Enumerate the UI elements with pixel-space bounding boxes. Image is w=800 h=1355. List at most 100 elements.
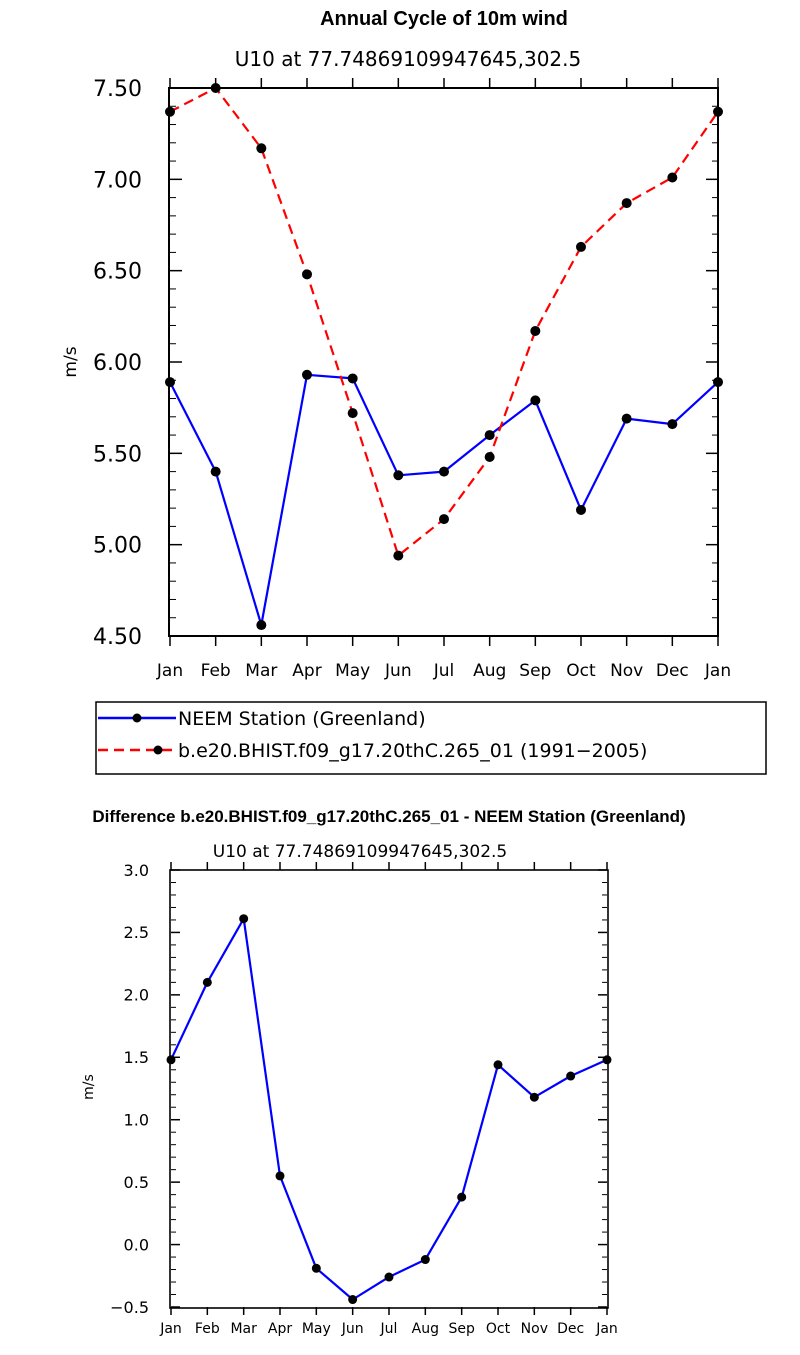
x-tick-label: Apr — [292, 661, 321, 681]
series-0-point — [576, 504, 586, 515]
series-0-point — [667, 419, 678, 430]
series-1-point — [484, 451, 495, 462]
series-1-point — [302, 269, 312, 280]
chart1-y-tick-labels: 4.50 5.00 5.50 6.00 6.50 7.00 7.50 — [93, 77, 142, 650]
y-tick-label: 4.50 — [93, 625, 142, 650]
series-1-point — [393, 550, 404, 561]
chart2-subtitle: U10 at 77.74869109947645,302.5 — [213, 842, 508, 862]
series-0-point — [210, 466, 221, 477]
y-tick-label: 7.50 — [93, 77, 142, 102]
x-tick-label: Jan — [159, 1321, 182, 1337]
y-tick-label: 5.00 — [93, 534, 142, 559]
y-tick-label: 6.50 — [93, 260, 142, 285]
y-tick-label: 3.0 — [124, 861, 149, 880]
y-tick-label: 5.50 — [93, 442, 142, 467]
x-tick-label: Jun — [384, 661, 412, 681]
y-tick-label: 0.0 — [124, 1235, 149, 1254]
x-tick-label: Aug — [473, 661, 506, 681]
x-tick-label: Jan — [595, 1321, 618, 1337]
series-1-point — [621, 198, 632, 209]
y-tick-label: 1.5 — [124, 1048, 149, 1067]
x-tick-label: Nov — [521, 1321, 548, 1337]
y-tick-label: 6.00 — [93, 351, 142, 376]
y-tick-label: 0.5 — [124, 1173, 149, 1192]
y-tick-label: 1.0 — [124, 1110, 149, 1129]
series-0-point — [166, 1055, 176, 1065]
x-tick-label: May — [302, 1321, 331, 1337]
series-1-point — [256, 143, 267, 154]
x-tick-label: Oct — [486, 1321, 511, 1337]
series-0-point — [602, 1055, 612, 1065]
series-0-point — [384, 1272, 394, 1282]
x-tick-label: Jul — [433, 661, 455, 681]
x-tick-label: Dec — [656, 661, 689, 681]
series-0-point — [457, 1192, 467, 1202]
y-tick-label: 2.0 — [124, 986, 149, 1005]
x-tick-label: Dec — [557, 1321, 584, 1337]
y-tick-label: 2.5 — [124, 923, 149, 942]
series-0-point — [302, 369, 312, 380]
legend-box — [95, 701, 767, 775]
series-0-point — [256, 620, 267, 631]
series-0-point — [202, 977, 212, 987]
x-tick-label: Aug — [412, 1321, 439, 1337]
series-line-1 — [169, 86, 719, 557]
series-0-point — [530, 395, 541, 406]
series-0-point — [529, 1092, 539, 1102]
series-0-point — [311, 1263, 321, 1273]
x-tick-label: Sep — [448, 1321, 475, 1337]
annual-cycle-chart: Annual Cycle of 10m wind U10 at 77.74869… — [61, 8, 731, 681]
x-tick-label: Oct — [566, 661, 596, 681]
series-0-point — [439, 466, 449, 477]
x-tick-label: Apr — [268, 1321, 292, 1337]
series-1-point — [667, 172, 678, 183]
series-0-point — [347, 373, 358, 384]
x-tick-label: Jun — [341, 1321, 364, 1337]
legend-marker-model — [153, 745, 163, 755]
series-1-point — [347, 408, 358, 419]
series-0-point — [566, 1071, 576, 1081]
chart2-x-tick-labels: Jan Feb Mar Apr May Jun Jul Aug Sep Oct Nov Dec Jan — [159, 1321, 618, 1337]
chart2-y-tick-labels: −0.5 0.0 0.5 1.0 1.5 2.0 2.5 3.0 — [110, 861, 149, 1317]
chart1-series — [165, 83, 723, 631]
series-0-point — [493, 1060, 503, 1070]
series-0-point — [239, 914, 249, 924]
x-tick-label: Jan — [156, 661, 183, 681]
x-tick-label: Jan — [704, 661, 731, 681]
y-tick-label: −0.5 — [110, 1298, 149, 1317]
chart2-title: Difference b.e20.BHIST.f09_g17.20thC.265… — [92, 807, 685, 826]
chart2-ylabel: m/s — [81, 1074, 97, 1100]
series-0-point — [393, 470, 404, 481]
chart1-ticks — [169, 78, 719, 646]
chart2-series — [166, 914, 612, 1305]
chart2-frame — [169, 869, 609, 1309]
x-tick-label: Feb — [195, 1321, 220, 1337]
x-tick-label: Sep — [519, 661, 551, 681]
series-0-point — [621, 413, 632, 424]
series-1-point — [530, 325, 541, 336]
series-line-0 — [170, 917, 608, 1301]
legend: NEEM Station (Greenland) b.e20.BHIST.f09… — [95, 701, 767, 775]
y-tick-label: 7.00 — [93, 168, 142, 193]
x-tick-label: Mar — [230, 1321, 257, 1337]
difference-chart: Difference b.e20.BHIST.f09_g17.20thC.265… — [81, 807, 686, 1337]
x-tick-label: Jul — [380, 1321, 398, 1337]
series-0-point — [420, 1255, 430, 1265]
legend-label-neem: NEEM Station (Greenland) — [178, 708, 426, 730]
series-1-point — [439, 514, 449, 525]
chart1-frame — [168, 87, 719, 637]
x-tick-label: Feb — [201, 661, 231, 681]
x-tick-label: May — [335, 661, 370, 681]
chart1-ylabel: m/s — [61, 346, 81, 377]
legend-marker-neem — [132, 713, 142, 723]
chart1-title: Annual Cycle of 10m wind — [320, 8, 568, 30]
x-tick-label: Mar — [245, 661, 277, 681]
chart1-x-tick-labels: Jan Feb Mar Apr May Jun Jul Aug Sep Oct Nov Dec Jan — [156, 661, 731, 681]
series-0-point — [484, 430, 495, 441]
series-0-point — [275, 1171, 285, 1181]
chart1-subtitle: U10 at 77.74869109947645,302.5 — [235, 47, 581, 71]
series-line-0 — [169, 373, 719, 627]
legend-label-model: b.e20.BHIST.f09_g17.20thC.265_01 (1991−2… — [178, 740, 647, 762]
